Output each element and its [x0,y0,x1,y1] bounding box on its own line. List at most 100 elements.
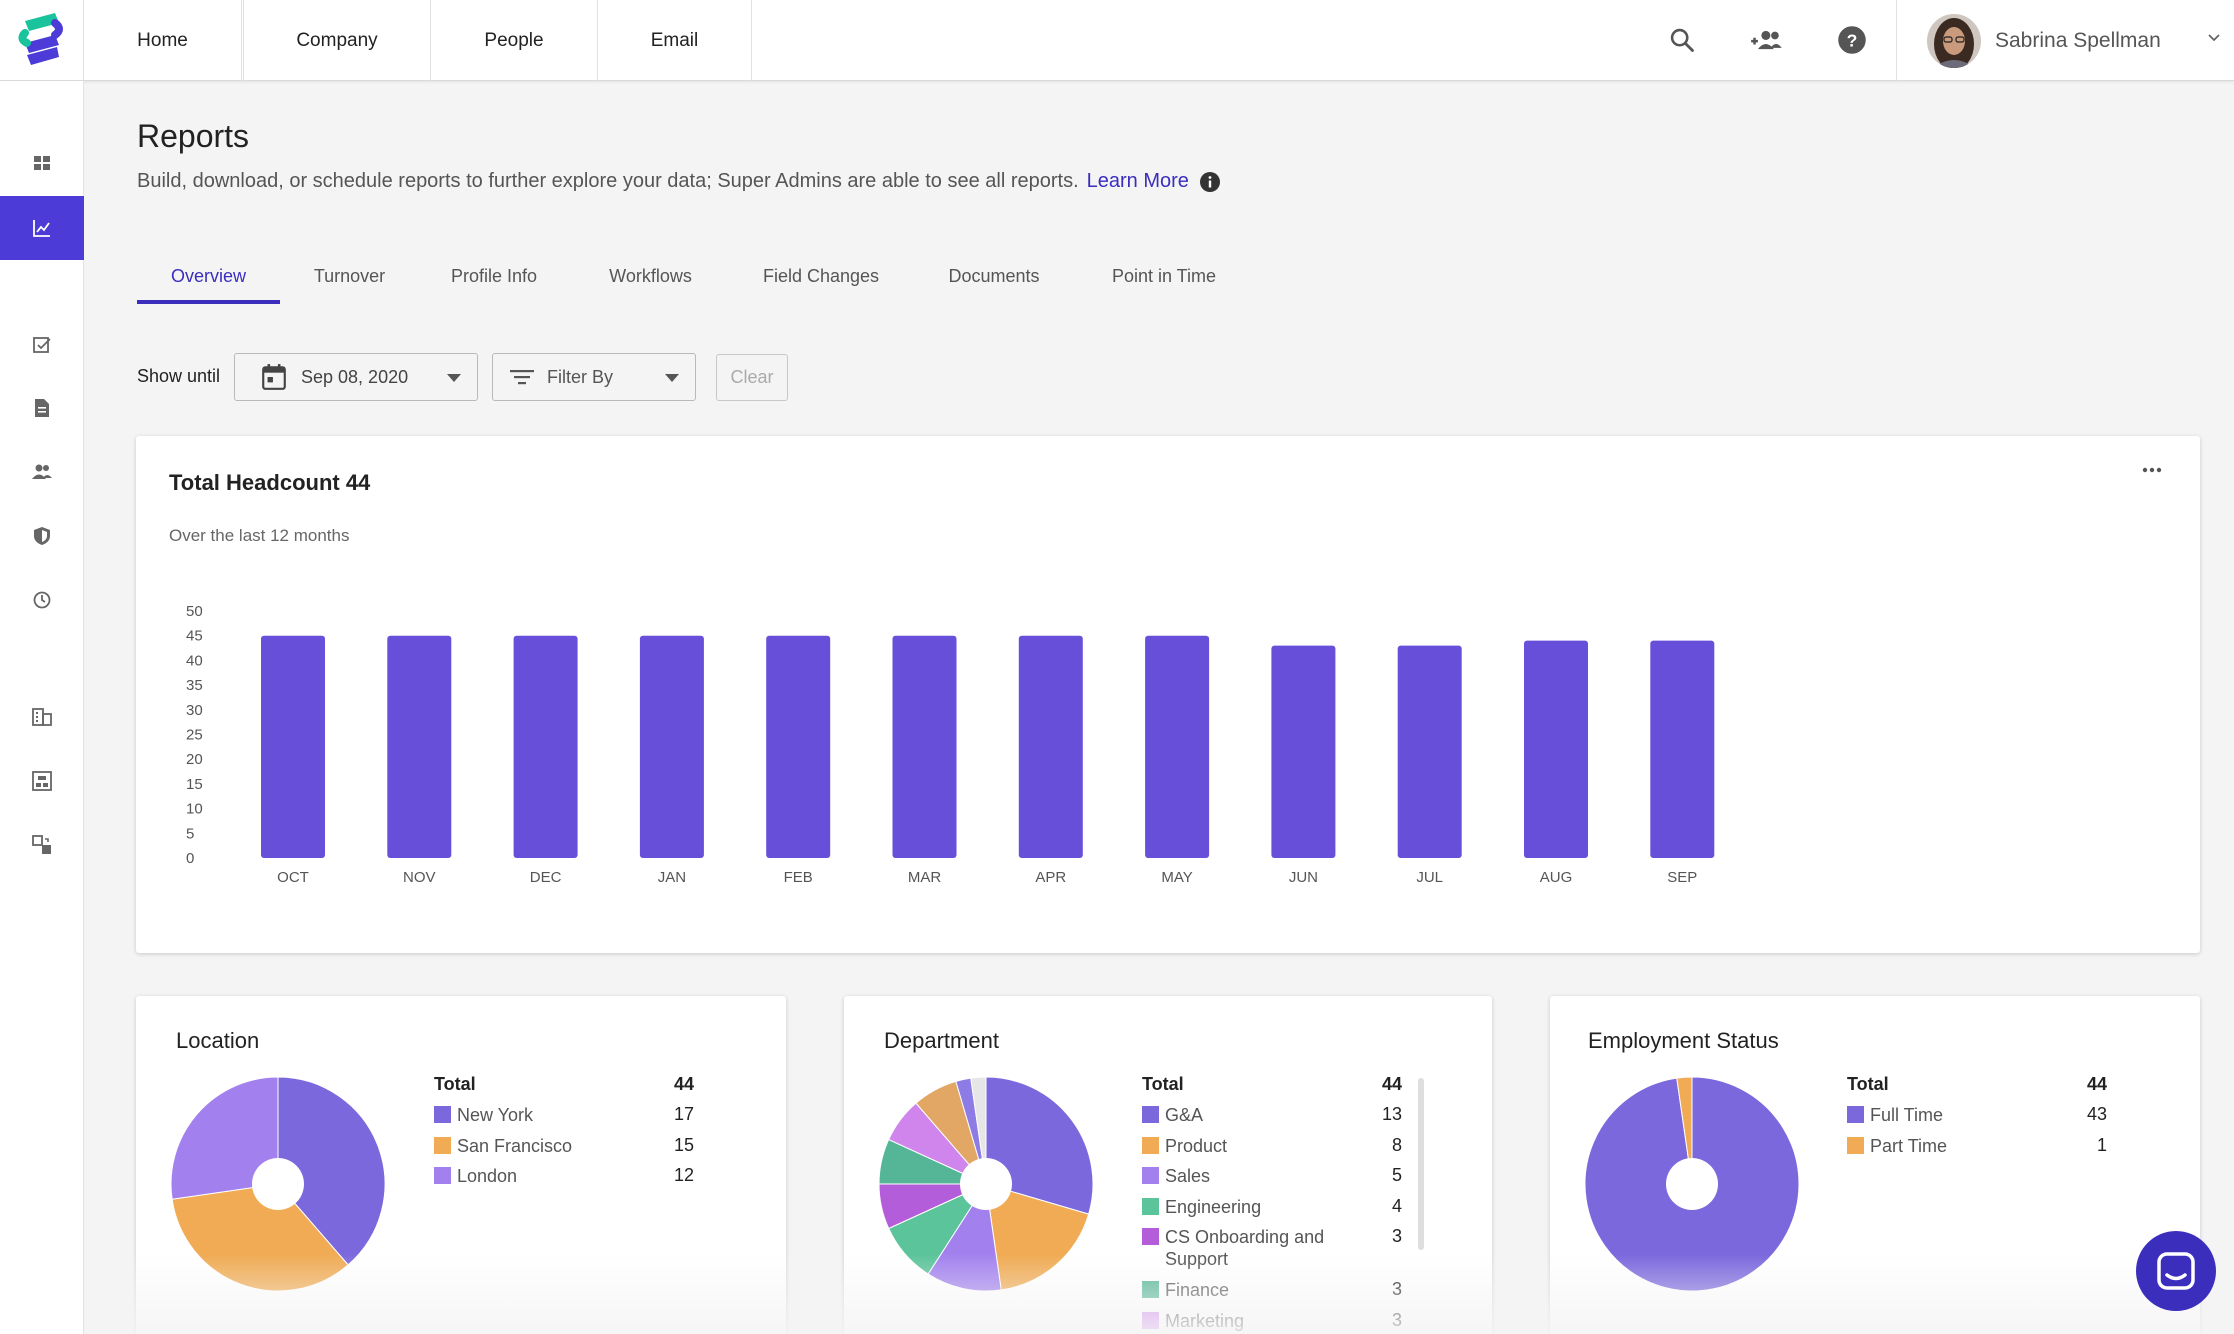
legend-item[interactable]: Engineering 4 [1142,1196,1402,1218]
legend-label: Engineering [1165,1196,1262,1217]
legend-swatch [1847,1106,1864,1123]
legend-item[interactable]: Part Time 1 [1847,1135,2107,1157]
y-tick-label: 45 [186,628,203,645]
legend-item[interactable]: Sales 5 [1142,1165,1402,1187]
security-icon[interactable] [0,504,84,568]
y-tick-label: 0 [186,850,194,867]
headcount-bar-chart: 0 5 10 15 20 25 30 35 40 45 50 OCT NOV DEC JAN FEB MAR AP… [186,603,1715,886]
tab-profile-info[interactable]: Profile Info [450,265,538,286]
nav-home[interactable]: Home [84,0,242,81]
legend-swatch [1142,1197,1159,1215]
x-tick-label: MAR [908,869,942,886]
pie-slice[interactable] [1676,1076,1693,1185]
nav-email[interactable]: Email [598,0,752,81]
reports-icon[interactable] [0,196,84,260]
legend-label: Marketing [1165,1310,1245,1331]
tab-documents[interactable]: Documents [948,265,1040,286]
tab-overview[interactable]: Overview [137,248,280,304]
bar[interactable] [387,635,452,858]
tab-workflows[interactable]: Workflows [609,265,692,286]
documents-icon[interactable] [0,376,84,440]
location-card: Location Total 44 New York 17 San Francisco 1… [136,996,786,1334]
bar[interactable] [1271,645,1336,858]
x-tick-label: JUL [1416,869,1443,886]
bar[interactable] [1397,645,1462,858]
legend-item[interactable]: New York 17 [434,1104,694,1126]
bar[interactable] [639,635,704,858]
bar[interactable] [892,635,957,858]
legend-item[interactable]: Full Time 43 [1847,1104,2107,1126]
search-icon[interactable] [1660,18,1704,62]
bar[interactable] [766,635,831,858]
more-options-icon[interactable] [2134,458,2170,482]
pie-slice[interactable] [277,1076,386,1266]
employment-status-pie-chart [1584,1076,1800,1292]
legend-item[interactable]: Finance 3 [1142,1279,1402,1301]
info-icon[interactable] [1199,171,1221,193]
org-chart-icon[interactable] [0,749,84,813]
bar[interactable] [1145,635,1210,858]
legend-value: 3 [1391,1279,1402,1299]
dropdown-arrow-icon [447,374,461,382]
department-pie-chart [878,1076,1094,1292]
date-picker[interactable]: Sep 08, 2020 [234,353,478,401]
filter-icon [510,370,534,385]
top-bar: Home Company People Email ? Sabrina Spel… [0,0,2234,81]
people-icon[interactable] [0,440,84,504]
y-tick-label: 50 [186,603,203,620]
tab-point-in-time[interactable]: Point in Time [1111,265,1217,286]
legend-label: New York [457,1105,534,1125]
tasks-icon[interactable] [0,313,84,377]
x-tick-label: JUN [1289,869,1318,886]
learn-more-link[interactable]: Learn More [1086,170,1189,192]
x-tick-label: APR [1035,869,1066,886]
nav-divider [242,0,244,81]
legend-value: 15 [673,1134,694,1155]
pie-slice[interactable] [970,1076,987,1185]
pie-center-hole [960,1158,1012,1210]
y-tick-label: 30 [186,702,203,719]
department-legend-scrollbar[interactable] [1418,1078,1424,1250]
svg-text:?: ? [1847,30,1858,50]
legend-total-label: Total [434,1074,476,1094]
filter-by-label: Filter By [547,366,614,387]
legend-item[interactable]: Product 8 [1142,1135,1402,1157]
legend-value: 43 [2086,1104,2107,1124]
headcount-title: Total Headcount 44 [169,470,371,495]
nav-people[interactable]: People [431,0,598,81]
sidebar [0,81,84,1334]
legend-item[interactable]: London 12 [434,1165,694,1187]
history-icon[interactable] [0,568,84,632]
y-tick-label: 35 [186,677,203,694]
filter-by-dropdown[interactable]: Filter By [492,353,696,401]
legend-value: 4 [1391,1195,1402,1216]
legend-item[interactable]: Marketing 3 [1142,1310,1402,1332]
legend-label: Sales [1165,1166,1211,1186]
bar[interactable] [1650,640,1715,858]
y-tick-label: 15 [186,776,203,793]
bar[interactable] [261,635,325,858]
legend-item[interactable]: San Francisco 15 [434,1135,694,1157]
page-subtitle: Build, download, or schedule reports to … [137,170,1221,193]
bar[interactable] [513,635,578,858]
tab-turnover[interactable]: Turnover [313,265,386,286]
pie-slice[interactable] [985,1076,1094,1215]
app-logo[interactable] [0,0,84,81]
clear-button[interactable]: Clear [716,354,788,401]
bar[interactable] [1524,640,1588,858]
integrations-icon[interactable] [0,813,84,877]
nav-company[interactable]: Company [244,0,431,81]
pie-slice[interactable] [170,1076,279,1200]
add-people-icon[interactable] [1745,18,1789,62]
legend-total-value: 44 [2086,1074,2107,1094]
legend-item[interactable]: CS Onboarding and Support 3 [1142,1226,1402,1270]
x-tick-label: NOV [403,869,436,886]
tab-field-changes[interactable]: Field Changes [762,265,880,286]
company-icon[interactable] [0,685,84,749]
user-menu[interactable]: Sabrina Spellman [1896,0,2234,81]
chat-launcher-button[interactable] [2136,1231,2216,1311]
legend-item[interactable]: G&A 13 [1142,1104,1402,1126]
dashboard-icon[interactable] [0,131,84,195]
bar[interactable] [1018,635,1083,858]
help-icon[interactable]: ? [1830,18,1874,62]
